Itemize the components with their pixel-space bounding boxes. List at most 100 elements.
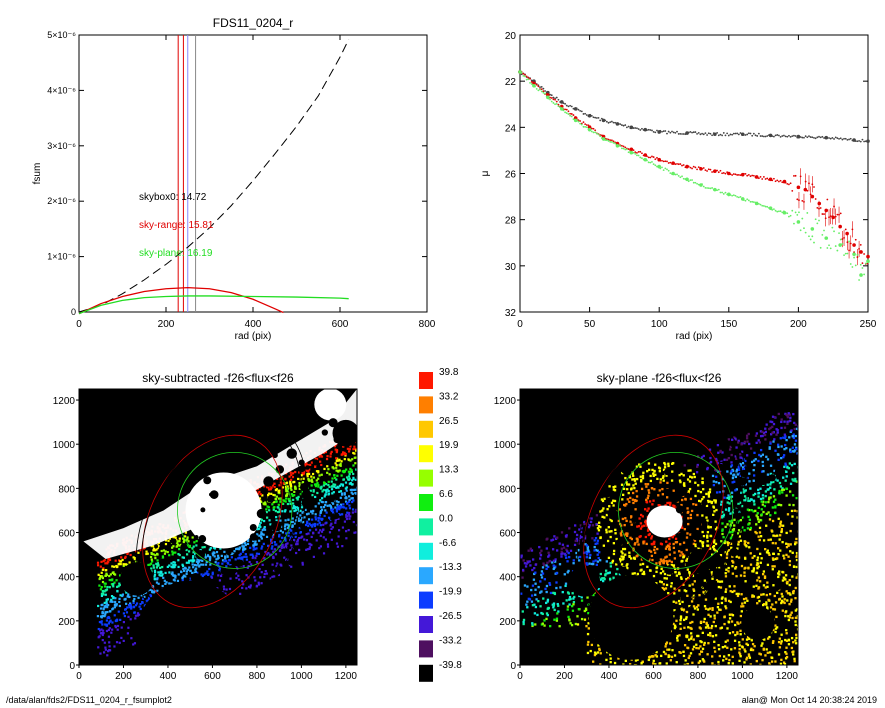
sky-subtracted-pixel: [281, 486, 285, 489]
sky-subtracted-pixel: [234, 558, 237, 561]
sky-plane-pixel: [564, 584, 567, 588]
sky-plane-pixel: [765, 551, 769, 554]
sky-subtracted-pixel: [103, 585, 107, 588]
sky-plane-pixel: [723, 540, 727, 543]
sky-plane-pixel: [781, 487, 784, 490]
sky-subtracted-pixel: [124, 608, 128, 611]
mu-data-point: [798, 211, 800, 214]
sky-plane-pixel: [682, 618, 686, 622]
sky-plane-pixel: [737, 441, 740, 444]
sky-subtracted-pixel: [252, 548, 255, 551]
mu-data-point: [836, 213, 839, 216]
sky-subtracted-pixel: [352, 499, 355, 502]
sky-subtracted-pixel: [328, 473, 331, 476]
sky-subtracted-pixel: [118, 583, 121, 587]
sky-plane-pixel: [744, 489, 748, 492]
sky-subtracted-pixel: [207, 573, 210, 576]
sky-plane-pixel: [696, 455, 700, 458]
sky-plane-pixel: [700, 456, 704, 459]
sky-subtracted-pixel: [324, 501, 327, 504]
sky-plane-pixel: [664, 652, 667, 656]
sky-subtracted-pixel: [303, 516, 306, 519]
sky-subtracted-pixel: [304, 464, 307, 467]
sky-subtracted-pixel: [152, 566, 155, 569]
sky-plane-pixel: [608, 485, 611, 488]
sky-subtracted-pixel: [108, 616, 111, 620]
sky-subtracted-pixel: [196, 571, 199, 574]
sky-subtracted-black-ellipse: [135, 416, 307, 631]
sky-plane-pixel: [784, 651, 787, 654]
mu-data-point: [542, 87, 545, 90]
sky-subtracted-mask-spot: [146, 469, 155, 478]
sky-subtracted-saturated-core: [185, 472, 262, 549]
sky-subtracted-pixel: [116, 624, 120, 628]
mu-data-point: [744, 199, 747, 202]
sky-plane-pixel: [790, 509, 794, 513]
mu-data-point: [752, 174, 755, 177]
sky-subtracted-pixel: [291, 502, 295, 505]
mu-data-point: [866, 260, 869, 263]
mu-data-point: [604, 139, 607, 142]
sky-plane-pixel: [750, 509, 753, 512]
sky-plane-pixel: [792, 503, 795, 507]
mu-data-point: [560, 107, 563, 110]
sky-plane-pixel: [531, 622, 534, 625]
sky-subtracted-pixel: [113, 606, 116, 609]
sky-subtracted-pixel: [315, 458, 319, 461]
sky-plane-pixel: [633, 478, 636, 481]
sky-plane-pixel: [682, 608, 685, 611]
sky-subtracted-pixel: [316, 523, 319, 526]
sky-subtracted-pixel: [325, 483, 328, 486]
sky-subtracted-pixel: [271, 575, 274, 578]
sky-plane-pixel: [734, 566, 738, 569]
sky-plane-pixel: [783, 420, 786, 423]
sky-subtracted-pixel: [208, 567, 211, 571]
sky-plane-pixel: [755, 523, 758, 526]
mu-data-point: [585, 124, 588, 126]
sky-plane-pixel: [746, 497, 749, 500]
sky-plane-pixel: [636, 572, 639, 576]
sky-plane-pixel: [642, 524, 646, 527]
mu-data-point: [737, 133, 740, 136]
sky-plane-pixel: [739, 463, 742, 466]
sky-plane-pixel: [649, 474, 652, 478]
sky-plane-pixel: [715, 458, 718, 462]
mu-data-point: [605, 120, 608, 123]
sky-subtracted-pixel: [225, 559, 228, 563]
sky-plane-pixel: [742, 491, 745, 494]
sky-plane-pixel: [645, 522, 648, 525]
mu-data-point: [736, 174, 739, 176]
sky-plane-pixel: [777, 547, 780, 550]
sky-plane-pixel: [716, 443, 720, 447]
sky-plane-pixel: [687, 656, 690, 660]
sky-subtracted-pixel: [177, 565, 180, 569]
sky-subtracted-pixel: [224, 555, 227, 558]
sky-plane-pixel: [672, 489, 675, 492]
sky-plane-pixel: [555, 581, 558, 584]
mu-data-point: [631, 148, 633, 151]
sky-plane-pixel: [686, 478, 690, 481]
sky-subtracted-pixel: [271, 545, 274, 548]
sky-subtracted-pixel: [285, 482, 288, 485]
mu-data-point: [731, 194, 734, 197]
sky-subtracted-pixel: [178, 553, 181, 557]
sky-plane-pixel: [729, 523, 733, 526]
mu-data-point: [821, 213, 824, 215]
sky-subtracted-pixel: [270, 492, 273, 495]
sky-plane-pixel: [721, 646, 725, 649]
sky-subtracted-pixel: [297, 508, 300, 512]
sky-subtracted-pixel: [122, 564, 125, 567]
sky-subtracted-pixel: [310, 461, 314, 464]
sky-subtracted-pixel: [97, 646, 100, 649]
sky-plane-pixel: [675, 636, 679, 640]
sky-plane-pixel: [628, 551, 631, 554]
mu-data-point: [542, 91, 545, 94]
mu-data-point: [856, 253, 859, 256]
sky-plane-pixel: [589, 553, 592, 557]
sky-plane-pixel: [661, 586, 664, 590]
mu-data-point: [637, 150, 640, 153]
sky-plane-pixel: [702, 488, 705, 491]
sky-plane-pixel: [756, 596, 759, 599]
sky-subtracted-pixel: [352, 472, 355, 476]
sky-subtracted-pixel: [113, 603, 117, 607]
